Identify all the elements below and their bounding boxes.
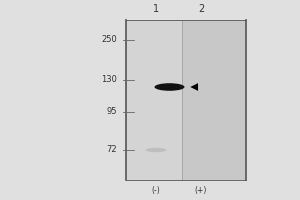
Text: (-): (-) <box>152 186 160 194</box>
Text: 1: 1 <box>153 4 159 14</box>
Bar <box>182 20 246 180</box>
Text: 72: 72 <box>106 146 117 154</box>
Ellipse shape <box>154 83 184 91</box>
Text: (+): (+) <box>195 186 207 194</box>
Ellipse shape <box>146 148 167 152</box>
Text: 95: 95 <box>106 108 117 116</box>
Text: 2: 2 <box>198 4 204 14</box>
Bar <box>126 20 182 180</box>
Text: 130: 130 <box>101 75 117 84</box>
Text: 250: 250 <box>101 36 117 45</box>
